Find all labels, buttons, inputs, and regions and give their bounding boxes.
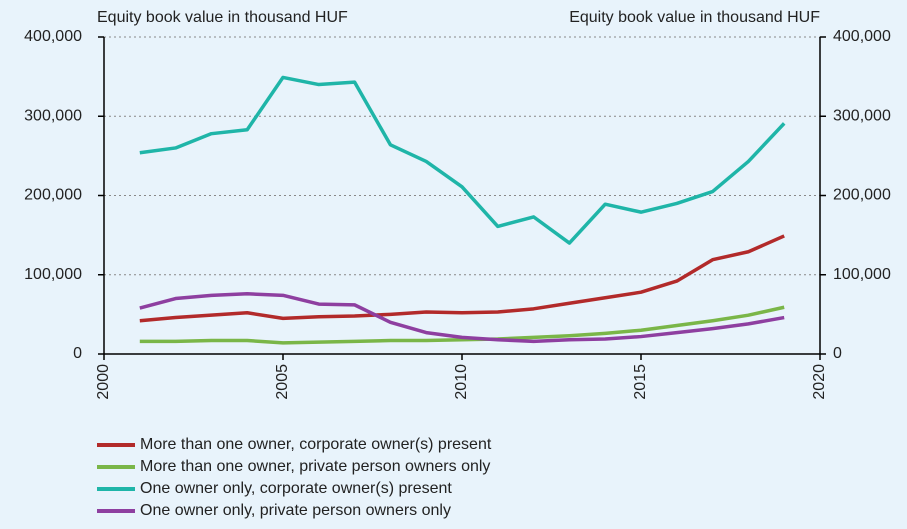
- y2-tick-label: 200,000: [833, 187, 891, 204]
- legend-label: One owner only, corporate owner(s) prese…: [140, 480, 452, 497]
- y2-tick-label: 400,000: [833, 28, 891, 45]
- y2-tick-label: 0: [833, 345, 842, 362]
- y-tick-label: 400,000: [24, 28, 82, 45]
- line-series: [139, 75, 786, 245]
- y2-tick-label: 100,000: [833, 266, 891, 283]
- legend-label: More than one owner, private person owne…: [140, 458, 490, 475]
- y-tick-label: 0: [73, 345, 82, 362]
- y-tick-label: 200,000: [24, 187, 82, 204]
- x-tick-label: 2005: [274, 364, 291, 400]
- x-tick-label: 2000: [95, 364, 112, 400]
- y-axis-label-right: Equity book value in thousand HUF: [569, 9, 820, 26]
- legend-label: One owner only, private person owners on…: [140, 502, 451, 519]
- line-series: [139, 292, 785, 344]
- y2-tick-label: 300,000: [833, 107, 891, 124]
- y-axis-label-left: Equity book value in thousand HUF: [97, 9, 348, 26]
- legend-label: More than one owner, corporate owner(s) …: [140, 436, 492, 453]
- line-series: [139, 305, 785, 345]
- x-tick-label: 2010: [453, 364, 470, 400]
- line-series: [139, 234, 785, 323]
- y-tick-label: 300,000: [24, 107, 82, 124]
- x-tick-label: 2015: [632, 364, 649, 400]
- x-tick-label: 2020: [811, 364, 828, 400]
- y-tick-label: 100,000: [24, 266, 82, 283]
